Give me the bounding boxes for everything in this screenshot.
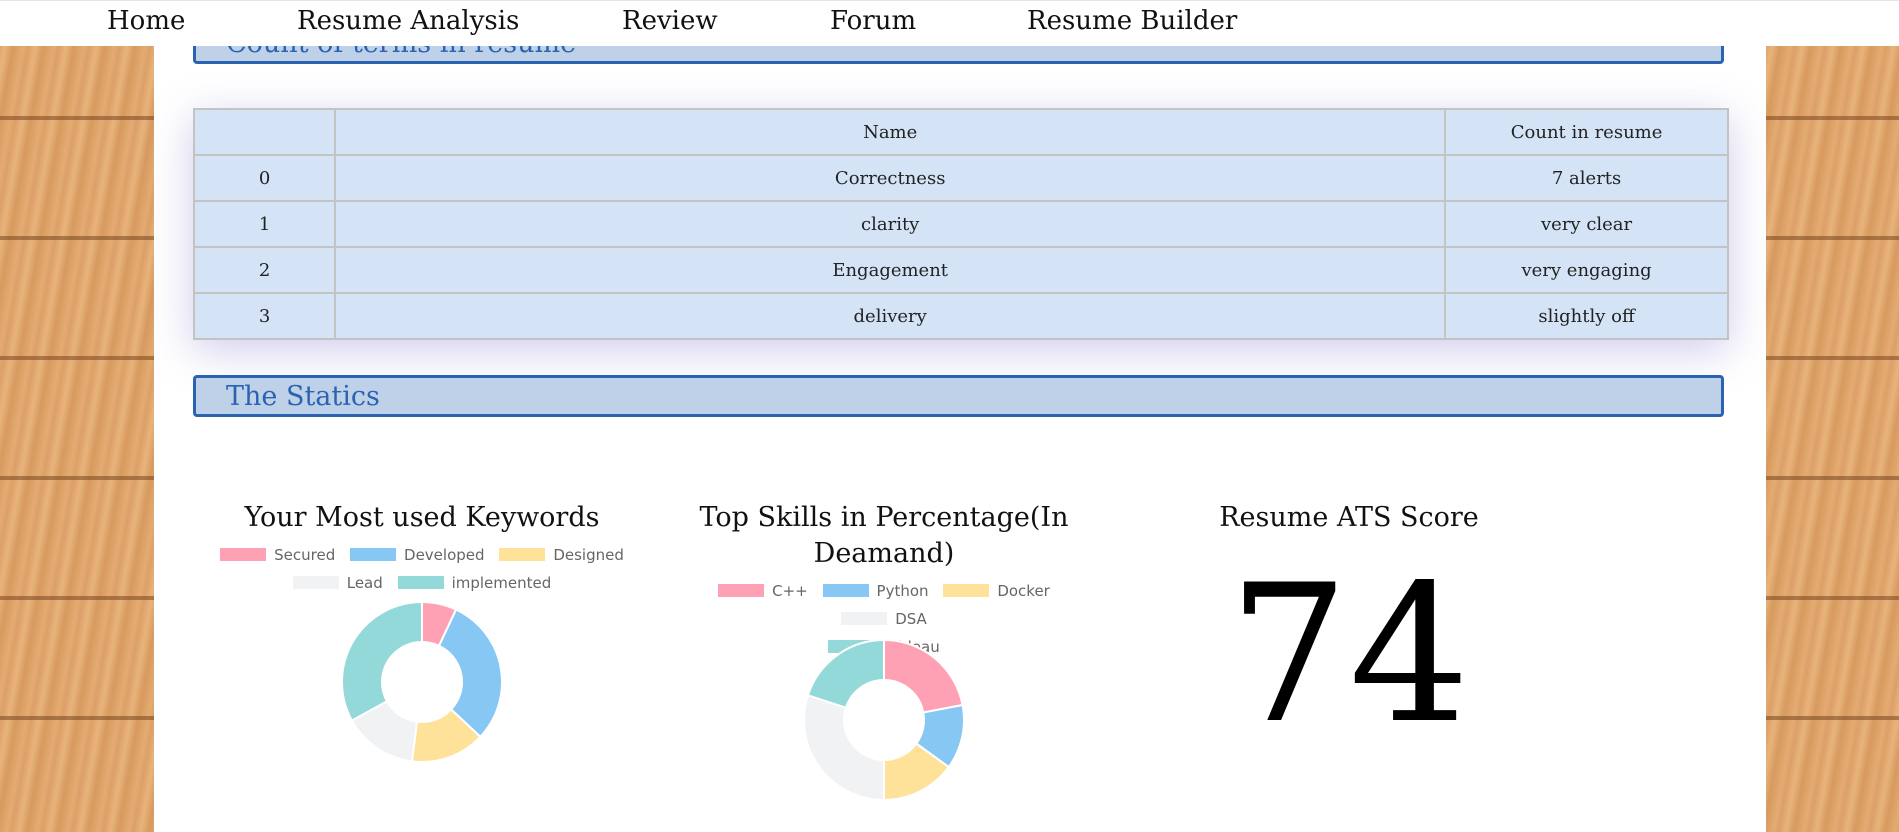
legend-swatch xyxy=(943,584,990,597)
nav-review[interactable]: Review xyxy=(622,6,718,36)
ats-score-value: 74 xyxy=(1228,544,1470,765)
legend-swatch xyxy=(718,584,765,597)
nav-home[interactable]: Home xyxy=(107,6,186,36)
keywords-chart-title: Your Most used Keywords xyxy=(244,502,600,533)
legend-item[interactable]: Secured xyxy=(220,541,335,569)
table-row: 3 delivery slightly off xyxy=(192,292,1729,340)
legend-swatch xyxy=(397,576,444,589)
legend-item[interactable]: Python xyxy=(822,577,929,605)
legend-swatch xyxy=(220,548,267,561)
legend-label: C++ xyxy=(772,582,808,600)
legend-item[interactable]: C++ xyxy=(718,577,808,605)
table-row: 2 Engagement very engaging xyxy=(192,246,1729,294)
table-cell-index: 1 xyxy=(192,200,337,248)
table-cell-name: Engagement xyxy=(334,246,1447,294)
table-header-index xyxy=(192,108,337,156)
table-row: 1 clarity very clear xyxy=(192,200,1729,248)
donut-slice-tableau[interactable] xyxy=(806,640,885,709)
donut-slice-dsa[interactable] xyxy=(804,694,885,800)
top-navigation: Home Resume Analysis Review Forum Resume… xyxy=(0,0,1899,46)
legend-label: implemented xyxy=(451,574,552,592)
legend-label: DSA xyxy=(895,610,927,628)
donut-slice-developed[interactable] xyxy=(437,608,502,739)
keywords-legend: Secured Developed Designed Lead implemen… xyxy=(212,541,632,597)
table-cell-name: delivery xyxy=(334,292,1447,340)
table-cell-count: 7 alerts xyxy=(1444,154,1729,202)
legend-item[interactable]: Docker xyxy=(943,577,1050,605)
legend-label: Docker xyxy=(997,582,1050,600)
legend-item[interactable]: Developed xyxy=(350,541,485,569)
legend-swatch xyxy=(350,548,397,561)
legend-swatch xyxy=(841,612,888,625)
legend-swatch xyxy=(292,576,339,589)
skills-donut-chart xyxy=(804,640,964,800)
nav-resume-analysis[interactable]: Resume Analysis xyxy=(297,6,520,36)
legend-swatch xyxy=(822,584,869,597)
table-cell-count: very engaging xyxy=(1444,246,1729,294)
table-cell-count: very clear xyxy=(1444,200,1729,248)
terms-table-container: Name Count in resume 0 Correctness 7 ale… xyxy=(192,108,1729,340)
table-header-name: Name xyxy=(334,108,1447,156)
table-cell-name: clarity xyxy=(334,200,1447,248)
table-cell-count: slightly off xyxy=(1444,292,1729,340)
legend-label: Lead xyxy=(346,574,383,592)
table-cell-index: 0 xyxy=(192,154,337,202)
legend-item[interactable]: DSA xyxy=(841,605,927,633)
section-header-statics: The Statics xyxy=(193,375,1724,417)
legend-label: Designed xyxy=(553,546,624,564)
skills-chart-title: Top Skills in Percentage(In Deamand) xyxy=(699,502,1069,569)
ats-score-title: Resume ATS Score xyxy=(1219,502,1479,533)
nav-forum[interactable]: Forum xyxy=(830,6,917,36)
legend-label: Developed xyxy=(404,546,485,564)
legend-item[interactable]: Lead xyxy=(292,569,383,597)
terms-table: Name Count in resume 0 Correctness 7 ale… xyxy=(192,108,1729,340)
legend-item[interactable]: Designed xyxy=(499,541,624,569)
keywords-donut-chart xyxy=(342,602,502,762)
donut-slice-c-[interactable] xyxy=(883,640,964,714)
table-cell-index: 2 xyxy=(192,246,337,294)
table-cell-name: Correctness xyxy=(334,154,1447,202)
donut-slice-implemented[interactable] xyxy=(342,602,423,722)
legend-item[interactable]: implemented xyxy=(397,569,552,597)
legend-label: Python xyxy=(876,582,929,600)
legend-swatch xyxy=(499,548,546,561)
table-cell-index: 3 xyxy=(192,292,337,340)
section-title-statics: The Statics xyxy=(226,381,380,412)
nav-resume-builder[interactable]: Resume Builder xyxy=(1027,6,1238,36)
legend-label: Secured xyxy=(274,546,336,564)
table-row: 0 Correctness 7 alerts xyxy=(192,154,1729,202)
table-header-row: Name Count in resume xyxy=(192,108,1729,156)
table-header-count: Count in resume xyxy=(1444,108,1729,156)
